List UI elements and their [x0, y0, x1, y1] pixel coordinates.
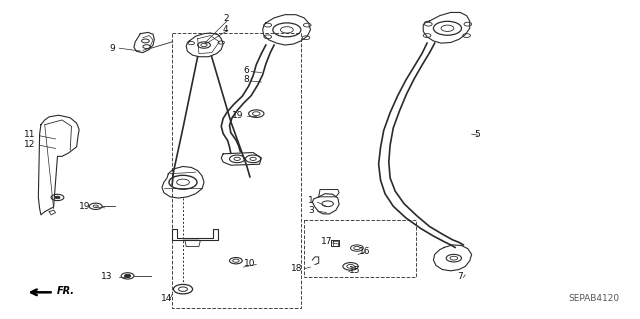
Text: 2: 2: [223, 14, 228, 23]
Text: FR.: FR.: [57, 286, 75, 296]
Text: 10: 10: [244, 259, 255, 268]
Text: 18: 18: [291, 264, 302, 273]
Text: 15: 15: [349, 266, 361, 275]
Text: 9: 9: [109, 44, 115, 53]
Text: 13: 13: [101, 272, 113, 281]
Circle shape: [124, 274, 131, 278]
Text: 17: 17: [321, 237, 332, 246]
Text: 12: 12: [24, 140, 36, 149]
Text: 1: 1: [308, 196, 314, 205]
Bar: [172, 33, 301, 308]
Text: 8: 8: [243, 75, 248, 84]
Text: 4: 4: [223, 25, 228, 34]
Text: 14: 14: [161, 294, 173, 303]
Text: SEPAB4120: SEPAB4120: [568, 293, 620, 302]
Text: 19: 19: [232, 111, 244, 120]
Text: 3: 3: [308, 206, 314, 215]
Bar: [304, 219, 415, 277]
Text: 7: 7: [458, 272, 463, 281]
Text: 6: 6: [243, 66, 248, 75]
Circle shape: [55, 196, 60, 199]
Text: 5: 5: [474, 130, 480, 139]
Text: 11: 11: [24, 130, 36, 139]
Text: 19: 19: [79, 203, 90, 211]
Text: 16: 16: [359, 247, 371, 256]
